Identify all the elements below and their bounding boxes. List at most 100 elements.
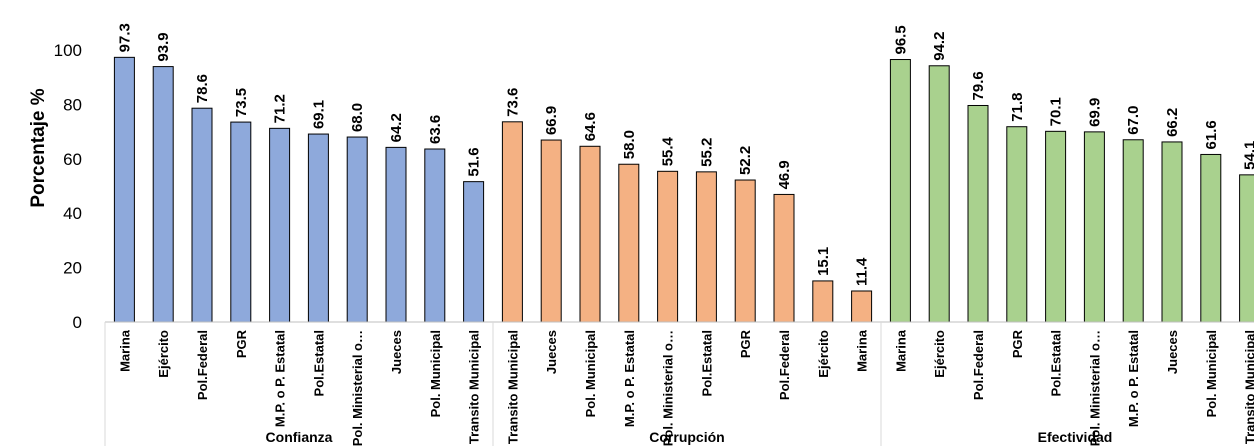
y-tick-label-5: 100 [54, 41, 82, 60]
bar-corrupción-0 [501, 121, 523, 323]
value-label-efectividad-5: 69.9 [1086, 98, 1103, 127]
category-label-confianza-5: Pol.Estatal [311, 330, 326, 396]
group-label-corrupción: Corrupción [649, 429, 724, 445]
value-label-confianza-0: 97.3 [116, 23, 133, 52]
bar-corrupción-2 [579, 145, 601, 323]
category-label-corrupción-7: Pol.Federal [777, 330, 792, 400]
category-label-efectividad-9: Transito Municipal [1243, 330, 1254, 444]
bar-efectividad-7 [1161, 141, 1183, 323]
value-label-corrupción-9: 11.4 [854, 257, 871, 286]
value-label-confianza-5: 69.1 [310, 100, 327, 129]
value-label-efectividad-7: 66.2 [1164, 108, 1181, 137]
value-label-confianza-7: 64.2 [388, 113, 405, 142]
bars: 97.3 93.9 78.6 73.5 71.2 69.1 68.0 64.2 63.6 51.6… [113, 23, 1254, 323]
group-label-efectividad: Efectividad [1038, 429, 1113, 445]
value-label-corrupción-8: 15.1 [815, 247, 832, 276]
category-label-corrupción-0: Transito Municipal [505, 330, 520, 444]
value-label-confianza-8: 63.6 [427, 115, 444, 144]
category-label-corrupción-2: Pol. Municipal [583, 330, 598, 417]
bar-efectividad-2 [967, 104, 989, 323]
bar-efectividad-0 [889, 59, 911, 323]
bar-corrupción-8 [812, 280, 834, 323]
bar-efectividad-6 [1122, 139, 1144, 323]
category-label-confianza-1: Ejército [156, 330, 171, 378]
category-label-efectividad-8: Pol. Municipal [1204, 330, 1219, 417]
value-label-corrupción-4: 55.4 [660, 136, 677, 166]
y-tick-label-4: 80 [63, 95, 82, 114]
bar-confianza-8 [424, 148, 446, 323]
group-label-confianza: Confianza [266, 429, 333, 445]
x-axis: Marina Ejército Pol.Federal PGR M.P. o P. Es… [104, 321, 1254, 446]
bar-confianza-9 [463, 181, 485, 323]
bar-corrupción-3 [618, 163, 640, 323]
bar-corrupción-4 [657, 170, 679, 323]
bar-corrupción-9 [851, 290, 873, 323]
value-label-corrupción-5: 55.2 [698, 138, 715, 167]
bar-confianza-1 [152, 66, 174, 323]
value-label-efectividad-4: 70.1 [1048, 97, 1065, 126]
category-label-confianza-3: PGR [234, 329, 249, 358]
category-label-corrupción-8: Ejército [816, 330, 831, 378]
bar-confianza-5 [307, 133, 329, 323]
bar-confianza-4 [269, 127, 291, 323]
category-label-efectividad-3: PGR [1010, 329, 1025, 358]
value-label-corrupción-6: 52.2 [737, 146, 754, 175]
value-label-confianza-6: 68.0 [349, 103, 366, 132]
bar-efectividad-1 [928, 65, 950, 323]
value-label-efectividad-3: 71.8 [1009, 93, 1026, 122]
category-label-confianza-8: Pol. Municipal [428, 330, 443, 417]
y-axis: 0 20 40 60 80 100 [54, 41, 82, 332]
category-label-corrupción-1: Jueces [544, 330, 559, 374]
bar-efectividad-5 [1083, 131, 1105, 323]
bar-corrupción-6 [734, 179, 756, 323]
bar-confianza-3 [230, 121, 252, 323]
bar-corrupción-1 [540, 139, 562, 323]
value-label-confianza-3: 73.5 [233, 88, 250, 117]
category-label-efectividad-7: Jueces [1165, 330, 1180, 374]
y-tick-label-1: 20 [63, 259, 82, 278]
value-label-corrupción-1: 66.9 [543, 106, 560, 135]
value-label-corrupción-2: 64.6 [582, 112, 599, 141]
category-label-confianza-4: M.P. o P. Estatal [273, 330, 288, 427]
category-label-efectividad-1: Ejército [932, 330, 947, 378]
y-tick-label-3: 60 [63, 150, 82, 169]
category-label-confianza-0: Marina [117, 329, 132, 372]
category-label-efectividad-2: Pol.Federal [971, 330, 986, 400]
bar-confianza-2 [191, 107, 213, 323]
bar-efectividad-4 [1045, 130, 1067, 323]
category-label-confianza-7: Jueces [389, 330, 404, 374]
y-tick-label-2: 40 [63, 204, 82, 223]
y-axis-label: Porcentaje % [28, 88, 49, 207]
bar-corrupción-5 [695, 171, 717, 323]
category-label-corrupción-6: PGR [738, 329, 753, 358]
category-label-efectividad-4: Pol.Estatal [1049, 330, 1064, 396]
bar-confianza-0 [113, 56, 135, 323]
value-label-efectividad-2: 79.6 [970, 71, 987, 100]
category-label-confianza-2: Pol.Federal [195, 330, 210, 400]
value-label-confianza-2: 78.6 [194, 74, 211, 103]
value-label-corrupción-7: 46.9 [776, 160, 793, 189]
value-label-corrupción-3: 58.0 [621, 130, 638, 159]
category-label-corrupción-5: Pol.Estatal [699, 330, 714, 396]
value-label-efectividad-1: 94.2 [931, 32, 948, 61]
value-label-efectividad-8: 61.6 [1203, 120, 1220, 149]
y-tick-label-0: 0 [73, 313, 82, 332]
value-label-efectividad-6: 67.0 [1125, 106, 1142, 135]
value-label-corrupción-0: 73.6 [504, 88, 521, 117]
category-label-efectividad-6: M.P. o P. Estatal [1126, 330, 1141, 427]
category-label-efectividad-5: Pol. Ministerial o… [1087, 330, 1102, 446]
category-label-corrupción-9: Marina [855, 329, 870, 372]
bar-confianza-6 [346, 136, 368, 323]
category-label-confianza-9: Transito Municipal [467, 330, 482, 444]
category-label-corrupción-3: M.P. o P. Estatal [622, 330, 637, 427]
bar-efectividad-9 [1239, 174, 1254, 323]
bar-efectividad-8 [1200, 153, 1222, 323]
value-label-confianza-4: 71.2 [272, 94, 289, 123]
value-label-efectividad-9: 54.1 [1242, 141, 1254, 170]
value-label-confianza-1: 93.9 [155, 32, 172, 61]
category-label-confianza-6: Pol. Ministerial o… [350, 330, 365, 446]
category-label-corrupción-4: Pol. Ministerial o… [661, 330, 676, 446]
bar-efectividad-3 [1006, 126, 1028, 323]
value-label-confianza-9: 51.6 [466, 147, 483, 176]
